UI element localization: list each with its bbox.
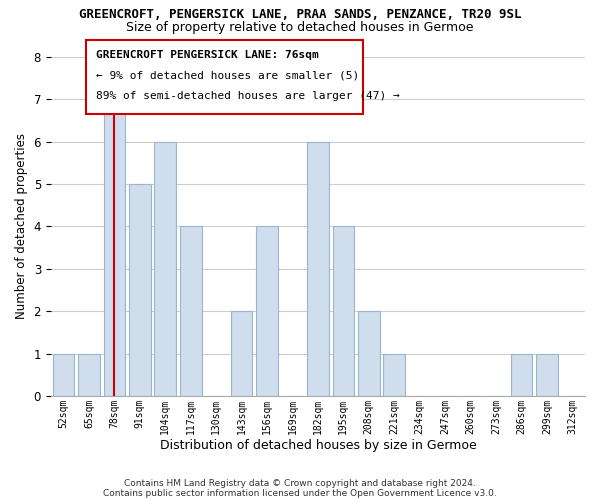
Bar: [231, 311, 253, 396]
Bar: [180, 226, 202, 396]
Bar: [383, 354, 405, 396]
Bar: [358, 311, 380, 396]
Bar: [332, 226, 354, 396]
Text: GREENCROFT PENGERSICK LANE: 76sqm: GREENCROFT PENGERSICK LANE: 76sqm: [96, 50, 319, 60]
Bar: [536, 354, 557, 396]
Bar: [307, 142, 329, 396]
Text: ← 9% of detached houses are smaller (5): ← 9% of detached houses are smaller (5): [96, 70, 359, 81]
Bar: [53, 354, 74, 396]
Y-axis label: Number of detached properties: Number of detached properties: [15, 134, 28, 320]
Text: GREENCROFT, PENGERSICK LANE, PRAA SANDS, PENZANCE, TR20 9SL: GREENCROFT, PENGERSICK LANE, PRAA SANDS,…: [79, 8, 521, 20]
Bar: [78, 354, 100, 396]
Bar: [129, 184, 151, 396]
Text: Contains public sector information licensed under the Open Government Licence v3: Contains public sector information licen…: [103, 488, 497, 498]
Text: 89% of semi-detached houses are larger (47) →: 89% of semi-detached houses are larger (…: [96, 90, 400, 101]
Bar: [104, 99, 125, 396]
FancyBboxPatch shape: [86, 40, 363, 115]
Text: Contains HM Land Registry data © Crown copyright and database right 2024.: Contains HM Land Registry data © Crown c…: [124, 478, 476, 488]
Text: Size of property relative to detached houses in Germoe: Size of property relative to detached ho…: [126, 21, 474, 34]
Bar: [154, 142, 176, 396]
Bar: [256, 226, 278, 396]
X-axis label: Distribution of detached houses by size in Germoe: Distribution of detached houses by size …: [160, 440, 476, 452]
Bar: [511, 354, 532, 396]
